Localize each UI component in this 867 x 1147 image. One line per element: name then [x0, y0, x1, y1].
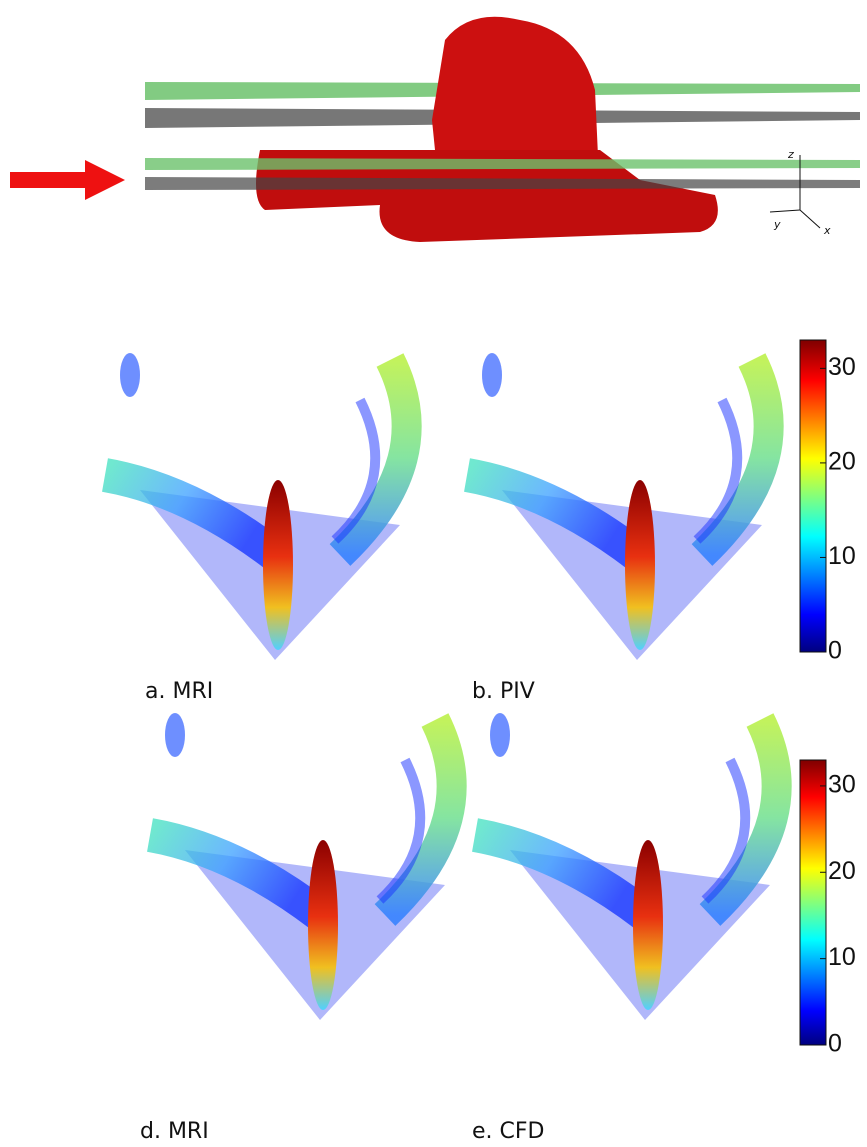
colorbar-tick-label: 0 — [828, 1030, 842, 1058]
colorbar-tick-label: 30 — [828, 771, 856, 799]
colorbars: 0 10 20 30 0 10 20 30 — [799, 339, 856, 1058]
colorbar-tick-label: 20 — [828, 857, 856, 885]
vector-field — [475, 713, 777, 1020]
axis-label: z — [787, 148, 794, 161]
panel-label: b. PIV — [472, 679, 535, 704]
colorbar — [799, 759, 827, 1046]
colorbar-tick-label: 30 — [828, 353, 856, 381]
axis-label: x — [823, 224, 831, 237]
panel-label: a. MRI — [145, 679, 213, 704]
vector-field — [105, 353, 407, 660]
panel-label: e. CFD — [472, 1119, 544, 1144]
panel-label: d. MRI — [140, 1119, 209, 1144]
colorbar-tick-label: 0 — [828, 637, 842, 665]
colorbar-tick-label: 10 — [828, 943, 856, 971]
geometry-3d: z y x — [10, 16, 860, 242]
vector-field — [467, 353, 769, 660]
colorbar-tick-label: 10 — [828, 542, 856, 570]
colorbar — [799, 339, 827, 653]
vector-field — [150, 713, 452, 1020]
axis-label: y — [773, 218, 781, 231]
colorbar-tick-label: 20 — [828, 448, 856, 476]
